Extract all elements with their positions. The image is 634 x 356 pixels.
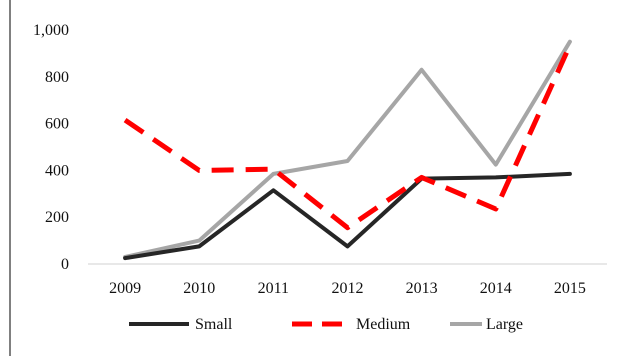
y-axis-tick-labels: 0 200 400 600 800 1,000 (33, 22, 69, 273)
y-tick-label: 600 (45, 116, 69, 133)
x-tick-label: 2011 (258, 280, 289, 297)
legend: Small Medium Large (129, 316, 523, 333)
y-tick-label: 1,000 (33, 22, 69, 39)
legend-label-small: Small (195, 316, 233, 333)
legend-label-medium: Medium (356, 316, 411, 333)
x-tick-label: 2013 (406, 280, 438, 297)
x-axis-tick-labels: 2009 2010 2011 2012 2013 2014 2015 (109, 280, 586, 297)
y-tick-label: 400 (45, 162, 69, 179)
series-line-large (123, 39, 572, 259)
y-tick-label: 800 (45, 69, 69, 86)
x-tick-label: 2014 (480, 280, 512, 297)
x-tick-label: 2012 (332, 280, 364, 297)
series-lines (123, 39, 573, 261)
y-tick-label: 0 (61, 256, 69, 273)
x-tick-label: 2015 (554, 280, 586, 297)
x-tick-label: 2009 (109, 280, 141, 297)
y-tick-label: 200 (45, 209, 69, 226)
series-line-small (123, 171, 572, 261)
legend-label-large: Large (486, 316, 523, 333)
x-tick-label: 2010 (183, 280, 215, 297)
series-line-medium (123, 44, 573, 231)
